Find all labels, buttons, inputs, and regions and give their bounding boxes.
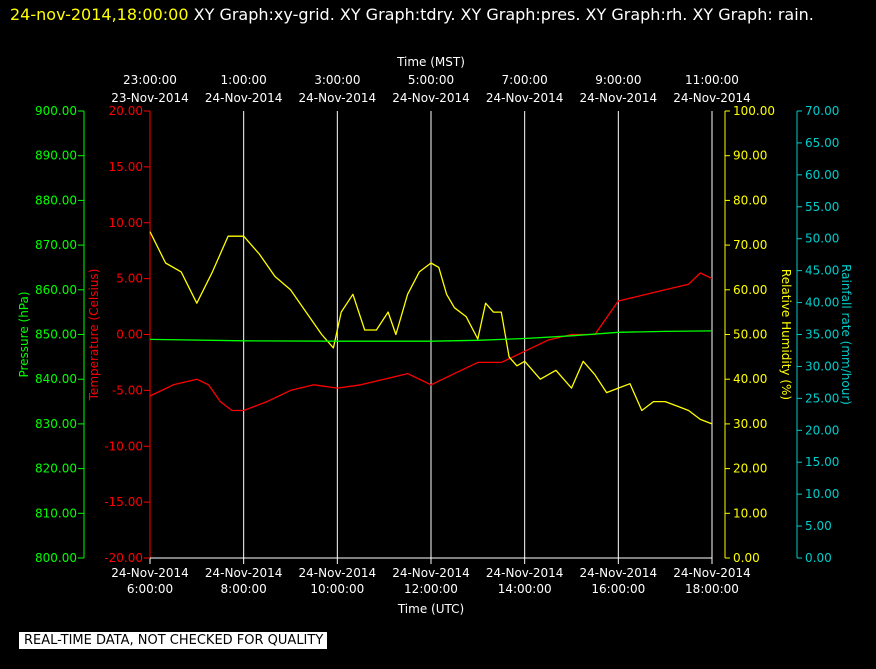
header-timestamp: 24-nov-2014,18:00:00 [10,5,189,24]
utc-tick-date: 24-Nov-2014 [392,566,470,580]
rain-tick-label: 20.00 [805,423,839,437]
mst-tick-date: 24-Nov-2014 [299,91,377,105]
chart-axes [78,110,802,564]
humidity-tick-label: 40.00 [733,372,767,386]
rain-tick-label: 65.00 [805,136,839,150]
humidity-tick-label: 90.00 [733,149,767,163]
pressure-tick-label: 850.00 [35,328,77,342]
utc-tick-date: 24-Nov-2014 [673,566,751,580]
rain-tick-label: 55.00 [805,200,839,214]
humidity-tick-label: 50.00 [733,328,767,342]
vertical-gridlines [243,111,619,558]
graph-header: 24-nov-2014,18:00:00 XY Graph:xy-grid. X… [10,2,870,27]
humidity-tick-label: 60.00 [733,283,767,297]
utc-tick-date: 24-Nov-2014 [205,566,283,580]
mst-tick-date: 23-Nov-2014 [111,91,189,105]
rain-tick-label: 50.00 [805,232,839,246]
rain-tick-label: 5.00 [805,519,832,533]
mst-tick-date: 24-Nov-2014 [673,91,751,105]
rain-tick-label: 70.00 [805,104,839,118]
chart-series [149,231,713,425]
temperature-tick-label: -10.00 [104,439,143,453]
temperature-tick-label: 15.00 [109,160,143,174]
utc-axis-label: Time (UTC) [397,602,464,616]
humidity-tick-label: 100.00 [733,104,775,118]
pressure-tick-label: 830.00 [35,417,77,431]
rain-tick-label: 25.00 [805,391,839,405]
pressure-series-line [149,330,713,342]
mst-tick-time: 1:00:00 [221,73,267,87]
mst-tick-time: 5:00:00 [408,73,454,87]
quality-disclaimer: REAL-TIME DATA, NOT CHECKED FOR QUALITY [19,632,328,649]
utc-tick-time: 18:00:00 [685,582,739,596]
rain-tick-label: 10.00 [805,487,839,501]
pressure-tick-label: 860.00 [35,283,77,297]
utc-tick-date: 24-Nov-2014 [299,566,377,580]
temperature-tick-label: 0.00 [116,328,143,342]
rain-tick-label: 0.00 [805,551,832,565]
humidity-tick-label: 20.00 [733,462,767,476]
humidity-tick-label: 70.00 [733,238,767,252]
utc-tick-date: 24-Nov-2014 [111,566,189,580]
rain-tick-label: 15.00 [805,455,839,469]
pressure-tick-label: 900.00 [35,104,77,118]
mst-tick-date: 24-Nov-2014 [580,91,658,105]
utc-tick-time: 12:00:00 [404,582,458,596]
mst-tick-date: 24-Nov-2014 [392,91,470,105]
humidity-tick-label: 80.00 [733,193,767,207]
temperature-series-line [149,272,713,412]
pressure-tick-label: 810.00 [35,506,77,520]
humidity-series-line [149,231,713,425]
utc-tick-time: 6:00:00 [127,582,173,596]
pressure-tick-label: 870.00 [35,238,77,252]
humidity-tick-label: 0.00 [733,551,760,565]
temperature-tick-label: -15.00 [104,495,143,509]
rain-tick-label: 30.00 [805,359,839,373]
utc-tick-time: 8:00:00 [221,582,267,596]
mst-tick-date: 24-Nov-2014 [205,91,283,105]
rain-tick-label: 60.00 [805,168,839,182]
pressure-tick-label: 890.00 [35,149,77,163]
temperature-axis-label: Temperature (Celsius) [87,269,101,402]
mst-axis-label: Time (MST) [396,55,465,69]
mst-tick-time: 11:00:00 [685,73,739,87]
temperature-tick-label: -20.00 [104,551,143,565]
mst-tick-date: 24-Nov-2014 [486,91,564,105]
utc-tick-date: 24-Nov-2014 [486,566,564,580]
temperature-tick-label: 10.00 [109,216,143,230]
temperature-tick-label: 5.00 [116,272,143,286]
mst-tick-time: 7:00:00 [502,73,548,87]
rain-tick-label: 35.00 [805,328,839,342]
pressure-tick-label: 800.00 [35,551,77,565]
utc-tick-time: 14:00:00 [498,582,552,596]
pressure-axis-label: Pressure (hPa) [17,291,31,377]
pressure-tick-label: 840.00 [35,372,77,386]
rain-tick-label: 45.00 [805,264,839,278]
mst-tick-time: 23:00:00 [123,73,177,87]
humidity-tick-label: 10.00 [733,506,767,520]
temperature-tick-label: -5.00 [112,383,143,397]
mst-tick-time: 3:00:00 [314,73,360,87]
rain-axis-label: Rainfall rate (mm/hour) [839,264,853,405]
pressure-tick-label: 880.00 [35,193,77,207]
header-graph-list: XY Graph:xy-grid. XY Graph:tdry. XY Grap… [188,5,814,24]
rain-tick-label: 40.00 [805,296,839,310]
mst-tick-time: 9:00:00 [595,73,641,87]
humidity-tick-label: 30.00 [733,417,767,431]
humidity-axis-label: Relative Humidity (%) [779,269,793,400]
utc-tick-date: 24-Nov-2014 [580,566,658,580]
utc-tick-time: 16:00:00 [591,582,645,596]
pressure-tick-label: 820.00 [35,462,77,476]
temperature-tick-label: 20.00 [109,104,143,118]
chart-labels: 24-Nov-2014 6:00:00 24-Nov-2014 8:00:00 24-N… [17,55,853,616]
utc-tick-time: 10:00:00 [310,582,364,596]
